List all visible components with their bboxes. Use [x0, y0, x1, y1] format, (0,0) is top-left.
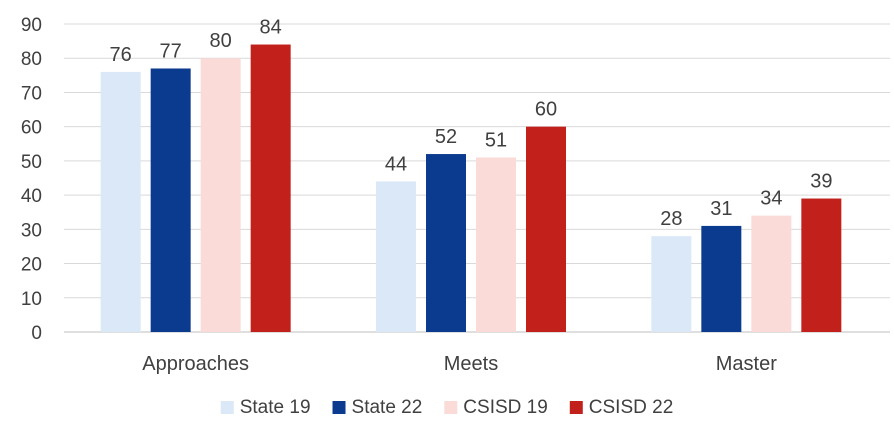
data-label: 84 — [260, 17, 282, 39]
y-tick-label: 30 — [21, 220, 42, 241]
data-label: 80 — [210, 30, 232, 52]
bar-csisd-22-meets — [526, 126, 566, 333]
data-label: 34 — [760, 188, 782, 210]
bar-csisd-19-master — [751, 215, 792, 332]
data-label: 76 — [110, 44, 132, 66]
y-tick-label: 0 — [31, 323, 42, 344]
data-labels: 76 77 80 84 44 52 51 60 28 31 34 39 — [110, 17, 833, 231]
bar-state-22-master — [701, 225, 742, 332]
bars — [100, 44, 842, 333]
data-label: 51 — [485, 129, 507, 151]
legend: State 19 State 22 CSISD 19 CSISD 22 — [220, 397, 673, 418]
x-category-label: Master — [716, 353, 777, 375]
legend-swatch — [220, 401, 234, 414]
data-label: 39 — [810, 171, 832, 193]
legend-swatch — [332, 401, 346, 414]
data-label: 52 — [435, 126, 457, 148]
legend-label: State 22 — [352, 397, 423, 418]
y-tick-label: 40 — [21, 186, 42, 207]
bar-state-22-approaches — [150, 68, 191, 332]
y-tick-label: 80 — [21, 49, 42, 70]
legend-label: CSISD 19 — [463, 397, 547, 418]
legend-swatch — [569, 401, 583, 414]
bar-state-19-master — [651, 236, 692, 332]
y-tick-label: 20 — [21, 255, 42, 276]
data-label: 77 — [160, 40, 182, 62]
legend-label: State 19 — [240, 397, 311, 418]
x-category-label: Approaches — [142, 353, 249, 375]
legend-label: CSISD 22 — [589, 397, 673, 418]
bar-csisd-19-meets — [476, 157, 516, 332]
bar-state-19-meets — [376, 181, 416, 332]
data-label: 60 — [535, 99, 557, 121]
legend-item: State 19 — [220, 397, 311, 418]
bar-state-19-approaches — [100, 71, 141, 333]
y-tick-label: 90 — [21, 15, 42, 36]
legend-item: CSISD 19 — [444, 397, 548, 418]
legend-item: CSISD 22 — [569, 397, 673, 418]
legend-item: State 22 — [332, 397, 423, 418]
x-axis-categories: Approaches Meets Master — [142, 353, 777, 375]
y-tick-label: 50 — [21, 152, 42, 173]
bar-state-22-meets — [426, 154, 466, 332]
y-tick-label: 70 — [21, 83, 42, 104]
x-category-label: Meets — [444, 353, 498, 375]
data-label: 44 — [385, 153, 407, 175]
data-label: 31 — [710, 198, 732, 220]
bar-csisd-22-master — [801, 198, 842, 332]
data-label: 28 — [660, 208, 682, 230]
legend-swatch — [444, 401, 458, 414]
y-axis-ticks: 0 10 20 30 40 50 60 70 80 90 — [21, 15, 42, 344]
y-tick-label: 10 — [21, 289, 42, 310]
bar-csisd-22-approaches — [250, 44, 291, 333]
bar-csisd-19-approaches — [200, 58, 241, 332]
y-tick-label: 60 — [21, 118, 42, 139]
